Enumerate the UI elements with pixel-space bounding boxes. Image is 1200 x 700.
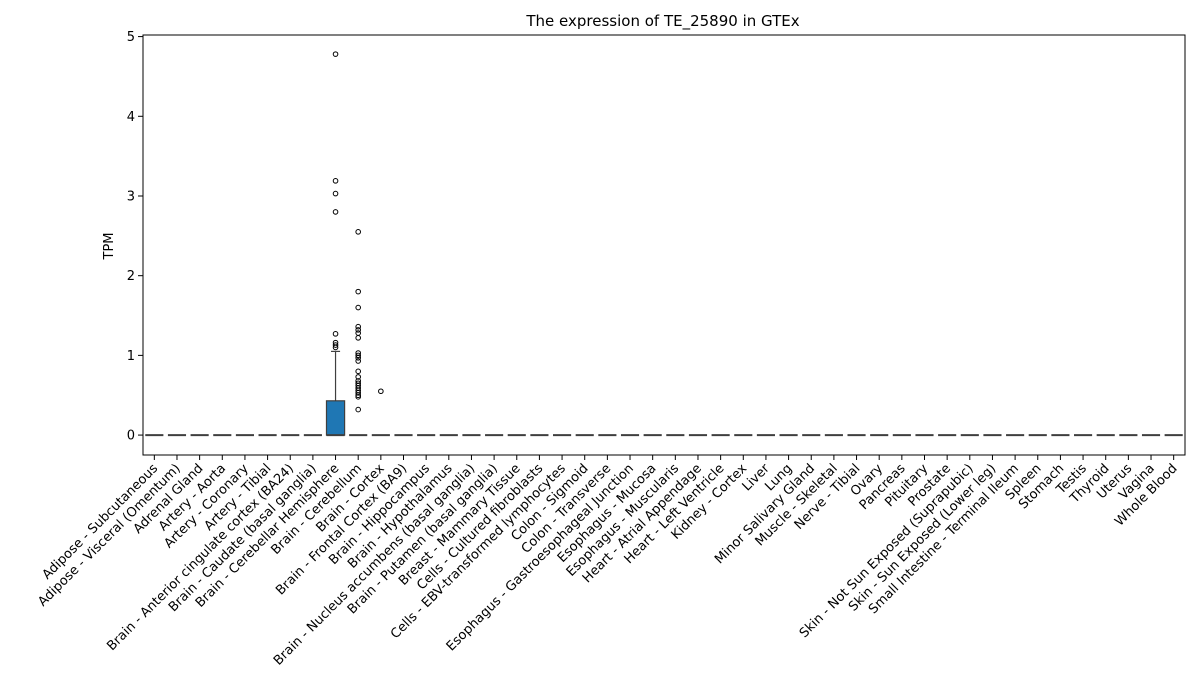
outlier-point [332,339,339,346]
outlier-point [355,406,361,413]
outlier-point [355,288,361,295]
outlier-point [355,327,361,333]
outlier-point [332,190,339,197]
outlier-point [332,342,339,348]
chart-title: The expression of TE_25890 in GTEx [525,12,799,31]
outlier-point [355,380,361,387]
y-tick-label: 1 [127,349,135,364]
outlier-point [355,378,361,384]
outlier-point [332,178,339,184]
y-tick-label: 0 [127,429,135,444]
outlier-point [355,352,361,359]
y-tick-label: 4 [127,110,135,125]
y-tick-label: 2 [127,269,135,284]
outlier-point [355,350,361,356]
y-tick-label: 5 [127,30,135,45]
y-axis-ticks: 0 1 2 3 4 5 [127,30,143,444]
outlier-point [355,368,361,375]
outlier-point [355,358,361,364]
plot-marks [145,51,1183,437]
outlier-point [332,331,339,337]
plot-frame [142,34,1186,456]
outlier-point [332,209,339,215]
outlier-point [332,51,339,57]
y-tick-label: 3 [127,189,135,204]
outlier-point [355,323,361,330]
outlier-point [355,304,361,311]
outlier-point [355,330,361,336]
outlier-point [355,229,361,235]
outlier-point [355,335,361,341]
box [325,400,346,436]
outlier-point [378,388,384,395]
outlier-point [355,374,361,380]
y-axis-label: TPM [102,233,117,261]
